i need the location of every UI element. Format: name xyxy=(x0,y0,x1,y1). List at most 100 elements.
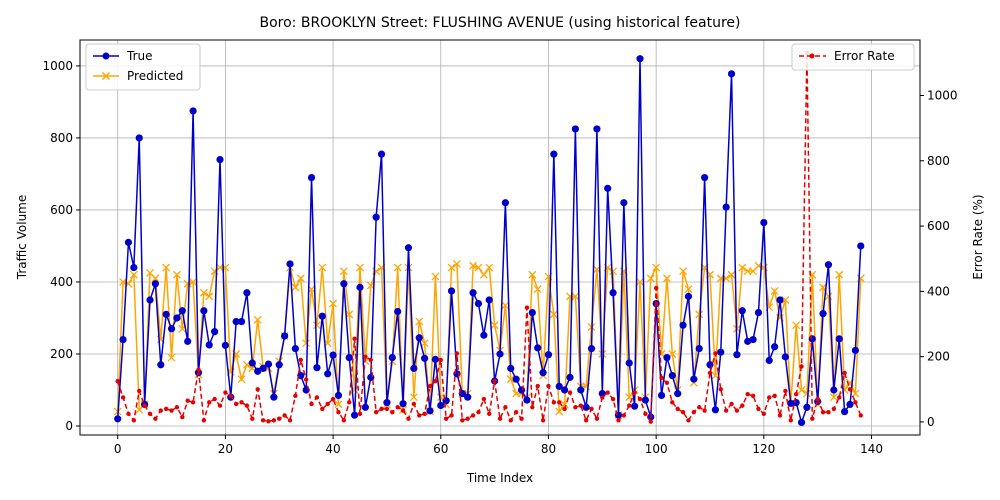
true-point xyxy=(281,332,289,340)
y2-tick-label: 0 xyxy=(927,415,935,429)
true-point xyxy=(221,341,229,349)
true-point xyxy=(657,391,666,399)
error-rate-point xyxy=(384,406,390,412)
x-tick-label: 20 xyxy=(218,442,233,456)
true-point xyxy=(754,308,763,317)
true-point xyxy=(184,337,192,345)
error-rate-point xyxy=(244,403,250,408)
true-point xyxy=(830,386,838,394)
error-rate-point xyxy=(567,390,573,395)
true-point xyxy=(835,335,843,343)
y2-tick-label: 800 xyxy=(927,154,950,168)
predicted-point xyxy=(205,292,214,301)
true-point xyxy=(372,213,380,221)
predicted-point xyxy=(533,285,542,294)
true-point xyxy=(415,334,423,342)
predicted-point xyxy=(528,270,537,279)
true-point xyxy=(119,335,127,344)
error-rate-point xyxy=(153,416,158,421)
true-point xyxy=(663,353,671,362)
true-point xyxy=(399,400,407,408)
error-rate-point xyxy=(137,388,142,394)
true-point xyxy=(738,307,746,315)
error-rate-point xyxy=(271,418,277,423)
true-point xyxy=(631,402,639,410)
true-point xyxy=(254,367,262,375)
true-point xyxy=(410,364,418,372)
predicted-point xyxy=(253,315,262,324)
error-rate-point xyxy=(508,418,513,423)
error-rate-point xyxy=(756,406,761,412)
true-point xyxy=(512,375,520,383)
error-rate-point xyxy=(341,418,347,423)
true-point xyxy=(717,348,725,356)
error-rate-point xyxy=(750,393,756,399)
true-point xyxy=(469,289,477,297)
error-rate-point xyxy=(815,396,820,402)
error-rate-point xyxy=(589,406,594,412)
true-point xyxy=(474,299,483,308)
error-rate-point xyxy=(266,419,271,424)
error-rate-point xyxy=(250,416,255,421)
true-point xyxy=(130,263,138,272)
predicted-point xyxy=(679,267,688,276)
error-rate-point xyxy=(298,357,303,363)
error-rate-point xyxy=(406,416,411,421)
true-point xyxy=(561,386,569,394)
true-point xyxy=(340,280,348,288)
error-rate-point xyxy=(255,387,260,392)
error-rate-point xyxy=(411,401,417,407)
error-rate-point xyxy=(519,416,524,421)
error-rate-point xyxy=(487,411,492,416)
true-point xyxy=(625,359,633,367)
chart-title: Boro: BROOKLYN Street: FLUSHING AVENUE (… xyxy=(260,15,741,31)
error-rate-point xyxy=(422,411,427,416)
true-point xyxy=(297,371,305,380)
error-rate-point xyxy=(395,405,400,410)
error-rate-point xyxy=(723,408,729,413)
true-point xyxy=(544,351,553,359)
true-point xyxy=(264,360,273,368)
true-point xyxy=(437,401,445,410)
x-tick-label: 140 xyxy=(860,442,883,456)
predicted-point xyxy=(339,267,348,276)
predicted-point xyxy=(431,272,440,281)
true-point xyxy=(178,307,186,315)
error-rate-point xyxy=(363,354,368,359)
error-rate-point xyxy=(115,378,120,384)
true-point xyxy=(727,70,736,78)
error-rate-point xyxy=(578,403,583,408)
error-rate-point xyxy=(433,378,438,384)
error-rate-point xyxy=(212,396,217,402)
legend-error-marker xyxy=(809,53,815,59)
true-point xyxy=(243,289,251,297)
true-point xyxy=(787,399,795,407)
true-point xyxy=(334,391,343,399)
x-tick-label: 60 xyxy=(433,442,448,456)
error-rate-point xyxy=(831,406,837,412)
error-rate-point xyxy=(605,390,610,395)
predicted-point xyxy=(415,317,424,326)
error-rate-point xyxy=(336,409,341,415)
error-rate-point xyxy=(497,416,503,421)
true-point xyxy=(232,317,240,326)
error-rate-point xyxy=(842,370,847,376)
error-rate-point xyxy=(417,413,422,418)
predicted-point xyxy=(824,292,833,301)
predicted-point xyxy=(167,353,176,362)
error-rate-point xyxy=(675,406,680,412)
error-rate-point xyxy=(357,411,363,416)
predicted-point xyxy=(695,310,704,319)
error-rate-point xyxy=(853,400,858,405)
predicted-point xyxy=(555,407,564,416)
x-tick-label: 100 xyxy=(645,442,668,456)
error-rate-point xyxy=(400,408,406,413)
true-point xyxy=(307,173,316,182)
predicted-point xyxy=(501,301,510,310)
x-tick-label: 40 xyxy=(325,442,340,456)
true-point xyxy=(167,325,176,333)
error-rate-point xyxy=(131,418,137,423)
ticks: 0 20 40 60 80 100 120 140 0 200 400 600 800 1000 0 200 4… xyxy=(42,59,957,456)
error-rate-point xyxy=(492,378,497,384)
y2-tick-label: 200 xyxy=(927,350,950,364)
